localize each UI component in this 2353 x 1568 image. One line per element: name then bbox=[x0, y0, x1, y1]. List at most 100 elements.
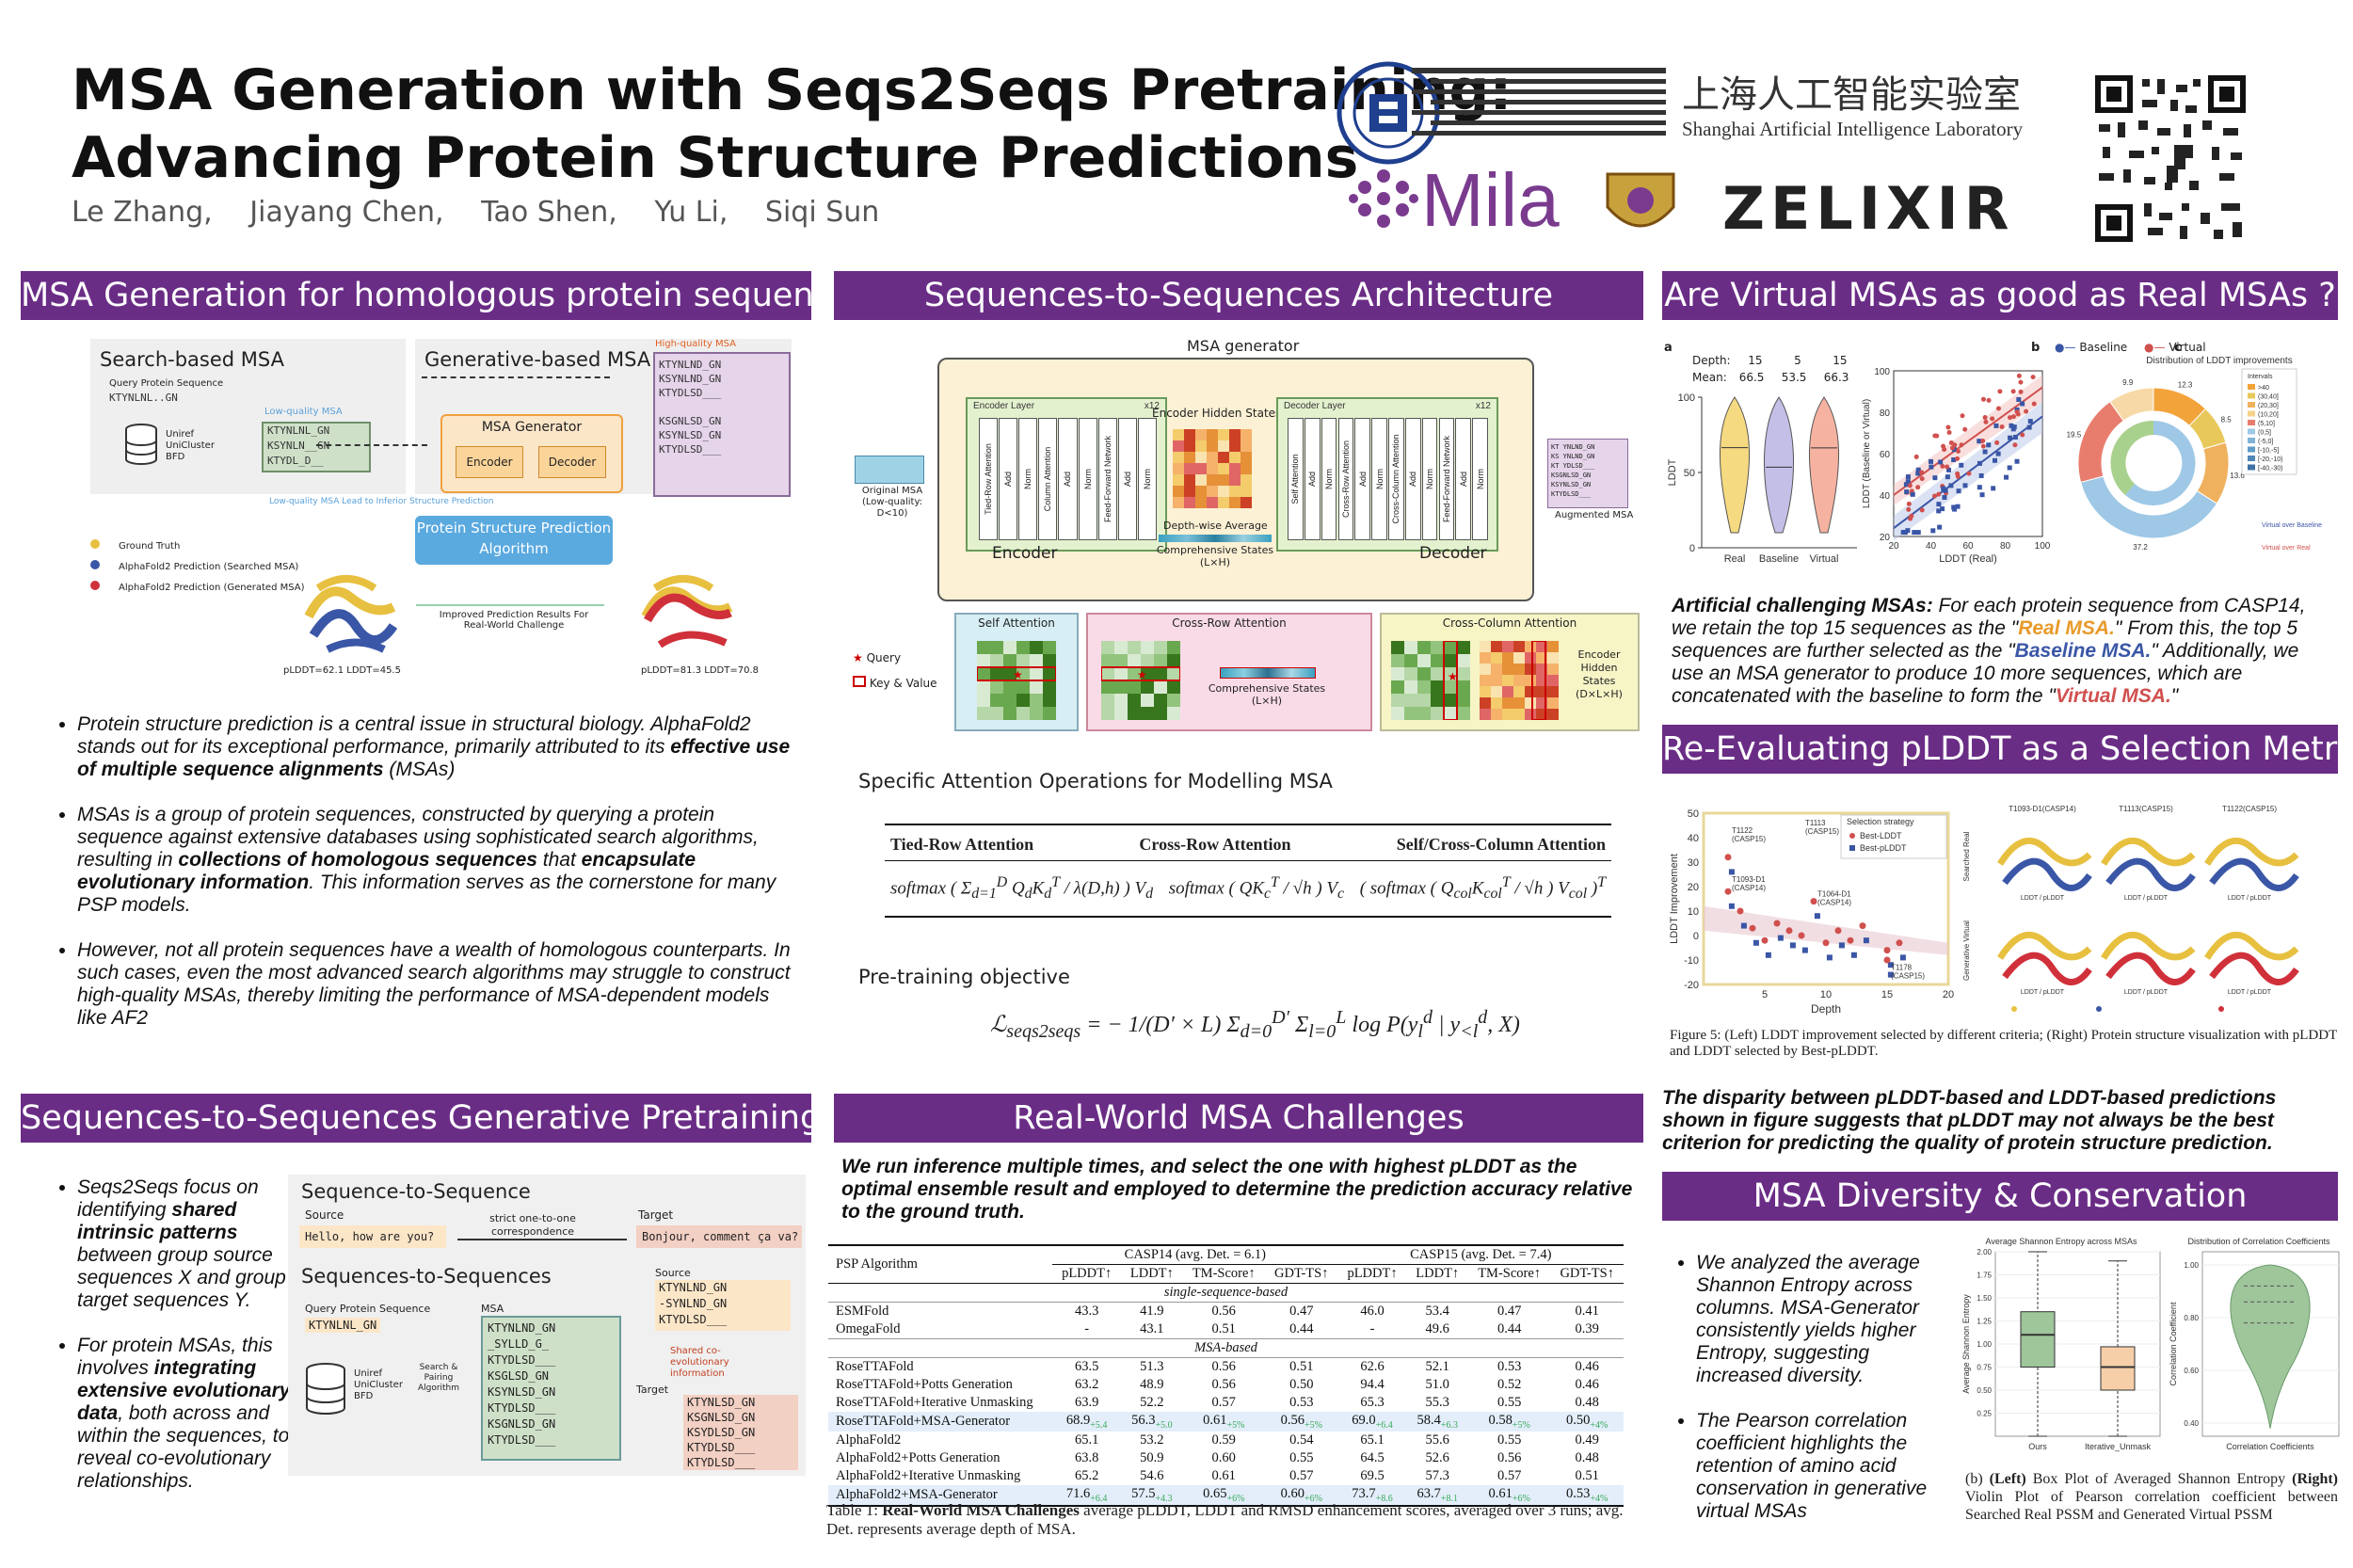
legend-swatch bbox=[2248, 392, 2255, 399]
table-cell: 63.7+8.1 bbox=[1406, 1484, 1468, 1506]
heat-cell bbox=[1184, 452, 1195, 463]
baseline-point bbox=[1936, 508, 1942, 514]
table-group: single-sequence-based bbox=[828, 1283, 1624, 1303]
table-cell: 0.59 bbox=[1211, 1432, 1236, 1448]
heat-cell bbox=[1016, 667, 1030, 680]
protein-ribbon bbox=[2101, 932, 2196, 961]
point-annotation: T1093-D1 bbox=[1732, 875, 1766, 884]
baseline-point bbox=[1929, 458, 1934, 464]
table-cell: 0.61 bbox=[1211, 1467, 1236, 1483]
query-sequence: KTYNLNL_GN bbox=[305, 1318, 381, 1333]
heat-cell bbox=[1114, 667, 1128, 680]
high-quality-msa-block: KTYNLND_GN KSYNLND_GN KTYDLSD___ KSGNLSD_GN… bbox=[653, 352, 791, 497]
heat-cell bbox=[1141, 667, 1154, 680]
heat-cell bbox=[1043, 654, 1056, 667]
heat-cell bbox=[1241, 486, 1252, 497]
pie-chart-c: Distribution of LDDT improvements 12.3 8.5… bbox=[2067, 356, 2323, 552]
structure-score: LDDT / pLDDT bbox=[2228, 895, 2272, 902]
arrow bbox=[457, 1239, 627, 1240]
heat-cell bbox=[1128, 641, 1141, 654]
heat-cell bbox=[1173, 486, 1184, 497]
qr-code-icon[interactable] bbox=[2091, 72, 2249, 246]
score-left: pLDDT=62.1 LDDT=45.5 bbox=[283, 665, 401, 676]
virtual-point bbox=[2010, 389, 2016, 394]
heat-cell bbox=[1431, 680, 1444, 694]
heat-cell bbox=[1525, 675, 1536, 686]
structure-column-label: T1113(CASP15) bbox=[2119, 805, 2173, 813]
legend-marker bbox=[2096, 1006, 2102, 1012]
legend-title: Selection strategy bbox=[1847, 817, 1914, 826]
structure-score: LDDT / pLDDT bbox=[2228, 989, 2272, 996]
table-cell: 63.9 bbox=[1074, 1395, 1099, 1410]
baseline-point bbox=[1977, 460, 1982, 466]
x-tick-label: 15 bbox=[1881, 989, 1893, 1000]
heat-cell bbox=[977, 680, 990, 694]
legend-entry: [-20,-10) bbox=[2258, 456, 2282, 463]
ops-col: Cross-Row Attention bbox=[1139, 835, 1291, 854]
best-lddt-point bbox=[1822, 939, 1830, 947]
point-annotation: (CASP14) bbox=[1817, 898, 1851, 906]
table-cell: - bbox=[1369, 1321, 1375, 1336]
best-lddt-point bbox=[1749, 924, 1756, 932]
heat-cell bbox=[977, 641, 990, 654]
virtual-point bbox=[1995, 406, 2001, 411]
baseline-point bbox=[2012, 434, 2018, 440]
virtual-point bbox=[1915, 485, 1921, 490]
heat-cell bbox=[1525, 652, 1536, 664]
section-header-architecture: Sequences-to-Sequences Architecture bbox=[834, 271, 1643, 320]
shanghai-ai-lab-mark bbox=[1412, 68, 1666, 143]
best-plddt-point bbox=[1850, 952, 1857, 958]
key-value-box bbox=[1101, 666, 1180, 681]
baseline-point bbox=[1951, 456, 1957, 462]
table-cell: RoseTTAFold+Potts Generation bbox=[836, 1377, 1013, 1392]
best-plddt-point bbox=[1753, 939, 1759, 946]
virtual-point bbox=[1948, 440, 1954, 445]
slice-label: 12.3 bbox=[2178, 381, 2193, 390]
table-row: AlphaFold2+Potts Generation 63.8 50.9 0.60 0… bbox=[828, 1449, 1624, 1467]
y-tick-label: 0 bbox=[1693, 931, 1699, 942]
baseline-point bbox=[1938, 459, 1944, 465]
virtual-point bbox=[2020, 432, 2025, 438]
heat-cell bbox=[1030, 694, 1043, 707]
msa-generator-box: MSA Generator Encoder Decoder bbox=[440, 414, 623, 493]
y-tick-label: -10 bbox=[1684, 955, 1699, 967]
heat-cell bbox=[1404, 707, 1417, 720]
heat-cell bbox=[1167, 680, 1180, 694]
point-annotation: (CASP15) bbox=[1891, 971, 1925, 980]
y-tick-label: 40 bbox=[1880, 491, 1891, 502]
legend-marker bbox=[2218, 1006, 2224, 1012]
cross-column-attention-panel: Cross-Column Attention ★ Encoder Hidden … bbox=[1380, 613, 1640, 731]
protein-ribbon bbox=[2105, 952, 2196, 985]
heat-cell bbox=[1003, 667, 1016, 680]
legend-entry: (0,5] bbox=[2258, 430, 2271, 437]
heat-cell bbox=[1241, 463, 1252, 474]
legend-swatch bbox=[2248, 446, 2255, 453]
slice-label: 19.5 bbox=[2067, 430, 2082, 439]
table-cell: 58.4+6.3 bbox=[1406, 1412, 1468, 1432]
heat-cell bbox=[1101, 667, 1114, 680]
baseline-point bbox=[1977, 439, 1982, 444]
structure-column-label: T1093-D1(CASP14) bbox=[2009, 805, 2076, 813]
cross-row-attention-panel: Cross-Row Attention ★ Comprehensive Stat… bbox=[1086, 613, 1372, 731]
table-cell: 68.9+5.4 bbox=[1052, 1412, 1122, 1432]
heat-cell bbox=[1195, 429, 1207, 440]
chart-title: Average Shannon Entropy across MSAs bbox=[1986, 1237, 2137, 1246]
heat-cell bbox=[1030, 667, 1043, 680]
best-plddt-point bbox=[1728, 903, 1735, 909]
best-lddt-point bbox=[1810, 898, 1817, 905]
table-cell: 94.4 bbox=[1360, 1377, 1385, 1392]
key-value-box bbox=[977, 666, 1056, 681]
msa-block: KTYNLND_GN _SYLLD_G_ KTYDLSD___ KSGLSD_GN KS… bbox=[481, 1316, 621, 1461]
heat-cell bbox=[1141, 707, 1154, 720]
heat-cell bbox=[1195, 463, 1207, 474]
best-lddt-point bbox=[1737, 907, 1744, 915]
baseline-point bbox=[2026, 424, 2032, 430]
table-cell: 0.48 bbox=[1575, 1395, 1599, 1410]
baseline-point bbox=[1993, 423, 1999, 428]
table-cell: 57.3 bbox=[1425, 1467, 1449, 1483]
query-star: ★ bbox=[1448, 670, 1458, 683]
layer-block: Add bbox=[1304, 418, 1321, 540]
protein-ribbon bbox=[2002, 952, 2092, 985]
table-cell: 0.56 bbox=[1211, 1304, 1236, 1319]
table-cell: RoseTTAFold bbox=[836, 1359, 914, 1374]
